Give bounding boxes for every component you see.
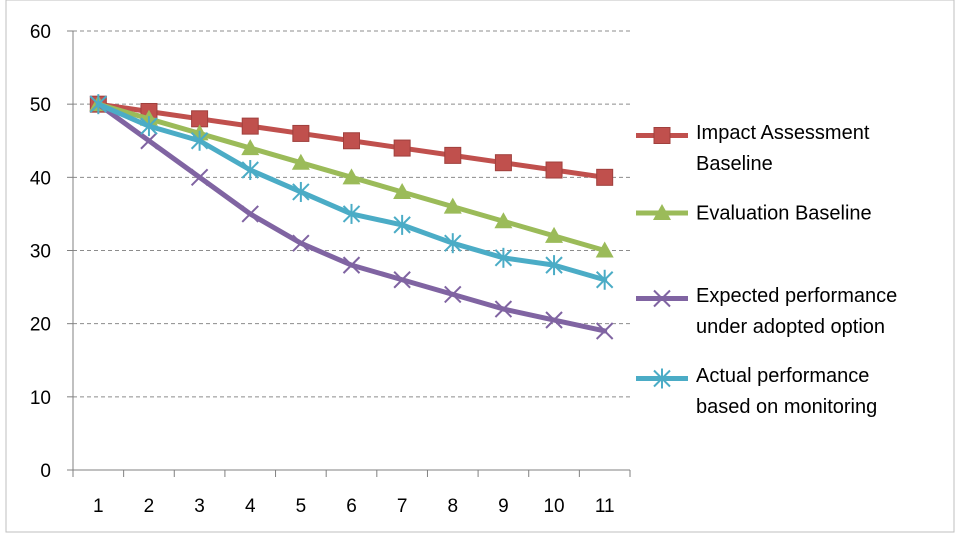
data-point-triangle-marker [443,197,462,214]
data-point-x-marker [241,205,259,223]
data-point-triangle-marker [653,204,671,220]
legend: Impact Assessment Baseline Evaluation Base… [636,122,897,418]
data-point-triangle-marker [342,168,361,185]
data-point-square-marker [241,117,259,135]
data-point-square-marker [343,132,360,150]
legend-label: based on monitoring [696,396,877,418]
x-tick-label: 1 [93,496,104,517]
data-point-star-marker [444,233,462,254]
data-point-square-marker [191,110,209,128]
data-point-star-marker [190,130,209,151]
data-point-triangle-marker [494,212,513,229]
x-tick-label: 11 [595,496,615,517]
data-point-star-marker [393,214,411,235]
data-point-x-marker [545,311,563,329]
legend-item: Actual performance based on monitoring [636,365,877,418]
legend-label: Actual performance [696,365,869,387]
data-point-x-marker [393,271,411,289]
y-tick-label: 30 [30,242,51,263]
y-tick-label: 50 [30,95,51,116]
series-lines [89,94,614,340]
data-point-square-marker [596,168,614,186]
data-point-square-marker [393,139,411,157]
data-point-triangle-marker [545,226,564,243]
data-point-star-marker [595,269,614,290]
legend-label: Evaluation Baseline [696,203,872,225]
data-point-star-marker [545,255,563,276]
data-point-square-marker [494,154,512,172]
data-point-x-marker [140,132,158,150]
data-point-star-marker [494,247,513,268]
x-tick-label: 3 [194,496,205,517]
legend-label: Expected performance [696,285,897,307]
data-point-triangle-marker [291,153,310,170]
y-tick-label: 20 [30,315,51,336]
y-tick-label: 40 [30,168,51,189]
x-tick-label: 10 [543,496,564,517]
y-tick-label: 0 [40,461,51,482]
data-point-star-marker [292,181,310,202]
x-tick-label: 7 [397,496,408,517]
legend-item: Impact Assessment Baseline [636,122,870,175]
chart-border [5,0,955,533]
data-point-x-marker [653,289,671,308]
data-point-x-marker [444,285,462,304]
x-tick-label: 6 [346,496,357,517]
data-point-square-marker [292,124,310,142]
legend-label: Baseline [696,153,773,175]
data-point-star-marker [89,94,108,115]
legend-label: Impact Assessment [696,122,870,144]
legend-item: Expected performance under adopted option [636,285,897,338]
y-tick-label: 60 [30,22,51,43]
data-point-star-marker [342,203,361,224]
series-3 [89,94,614,290]
data-point-star-marker [140,116,158,137]
data-point-star-marker [241,160,259,181]
axes: 0 10 20 30 40 50 60 1 2 3 4 5 6 7 8 9 10 11 [30,22,631,517]
x-tick-label: 8 [447,496,458,517]
data-point-square-marker [444,146,462,164]
legend-label: under adopted option [696,316,885,338]
data-point-square-marker [653,127,671,144]
data-point-star-marker [653,368,671,389]
x-tick-label: 9 [498,496,509,517]
gridlines [73,30,630,398]
data-point-x-marker [342,256,361,274]
x-tick-label: 5 [296,496,307,517]
data-point-x-marker [190,168,209,187]
data-point-triangle-marker [393,182,412,199]
data-point-triangle-marker [595,241,614,258]
x-tick-label: 4 [245,496,256,517]
data-point-square-marker [545,161,563,179]
data-point-x-marker [595,322,614,340]
x-tick-label: 2 [144,496,155,517]
y-tick-label: 10 [30,388,51,409]
data-point-triangle-marker [241,139,260,156]
data-point-x-marker [292,234,310,252]
series-2 [89,95,614,340]
data-point-x-marker [494,300,513,318]
legend-item: Evaluation Baseline [636,203,872,225]
